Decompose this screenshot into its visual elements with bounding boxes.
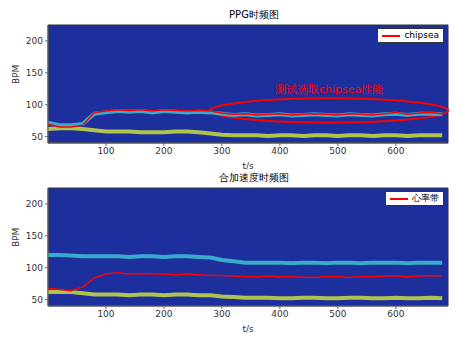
svg-text:400: 400 [271,146,288,156]
svg-text:200: 200 [26,199,43,209]
svg-text:BPM: BPM [11,65,21,84]
svg-text:200: 200 [155,146,172,156]
html-text:PPG时频图: PPG时频图 [229,9,279,20]
html-text:chipsea: chipsea [404,30,439,40]
svg-text:测试选取chipsea性能: 测试选取chipsea性能 [275,83,383,96]
svg-text:500: 500 [329,146,346,156]
svg-text:600: 600 [387,309,404,319]
svg-text:50: 50 [32,132,44,142]
svg-text:t/s: t/s [242,161,254,171]
svg-text:300: 300 [213,309,230,319]
svg-text:150: 150 [26,231,43,241]
svg-text:50: 50 [32,295,44,305]
svg-text:400: 400 [271,309,288,319]
svg-text:BPM: BPM [11,228,21,247]
html-text:合加速度时频图: 合加速度时频图 [219,172,289,183]
svg-text:200: 200 [26,36,43,46]
svg-text:100: 100 [97,309,114,319]
svg-text:100: 100 [97,146,114,156]
html-text:心率带: 心率带 [412,193,439,203]
svg-text:100: 100 [26,100,43,110]
svg-text:100: 100 [26,263,43,273]
svg-text:600: 600 [387,146,404,156]
svg-text:t/s: t/s [242,324,254,334]
svg-text:200: 200 [155,309,172,319]
svg-text:150: 150 [26,68,43,78]
svg-text:300: 300 [213,146,230,156]
svg-text:500: 500 [329,309,346,319]
